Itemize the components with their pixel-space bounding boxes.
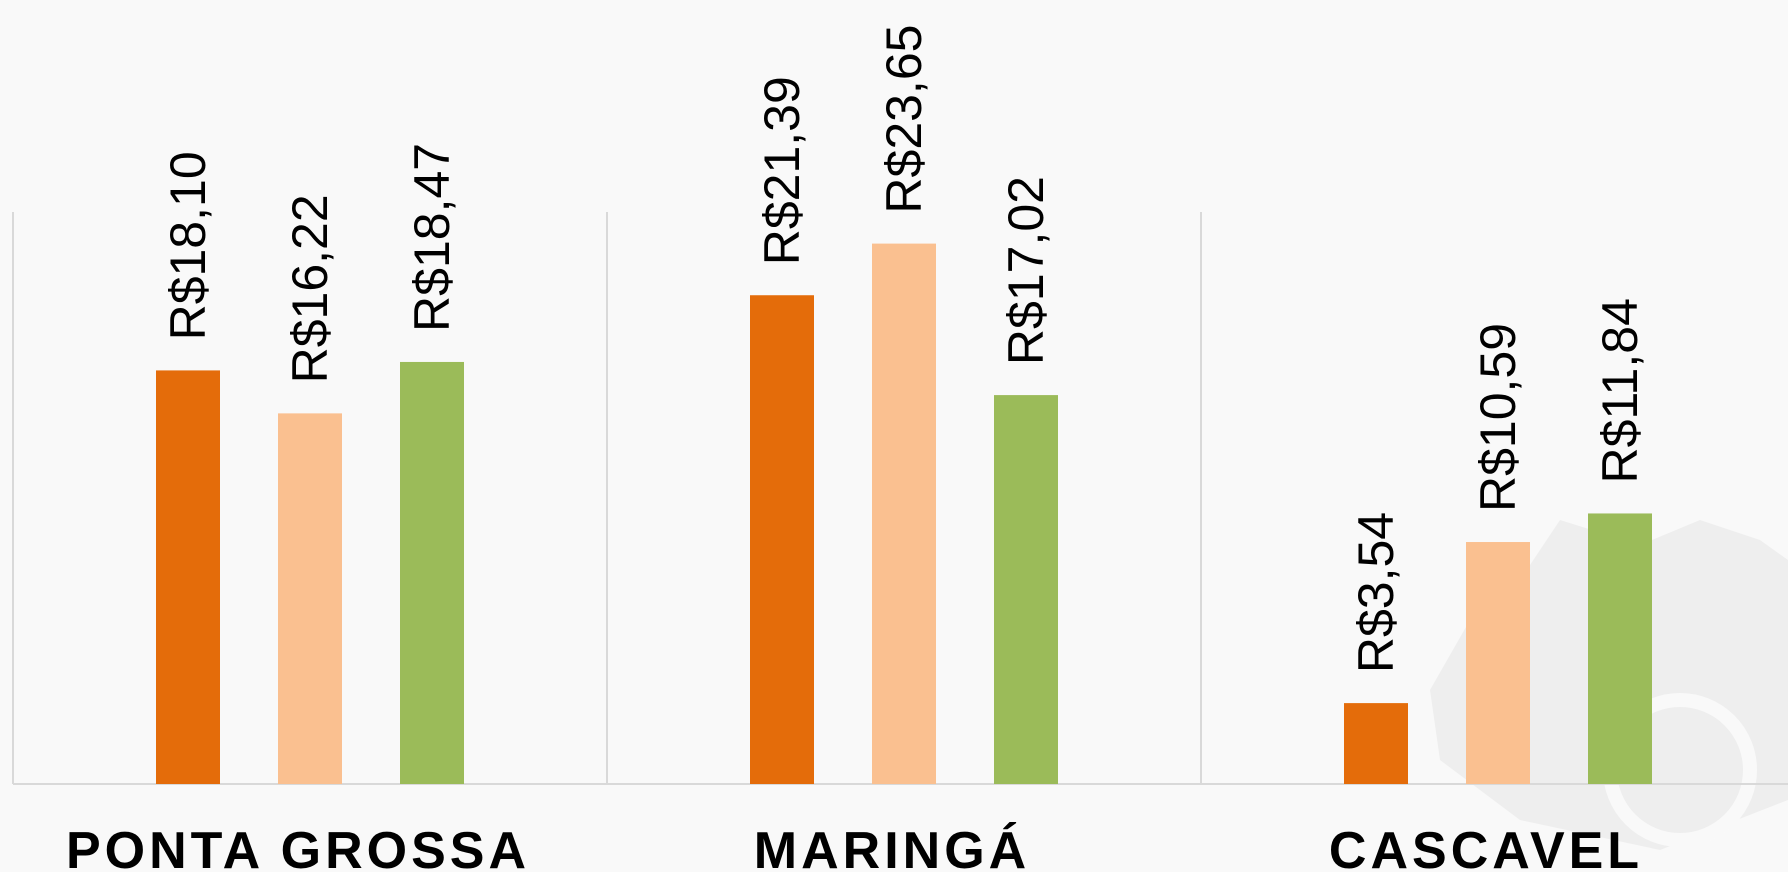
data-label: R$18,47 — [404, 143, 460, 332]
bar — [278, 413, 342, 784]
bar — [750, 295, 814, 784]
bar — [1588, 513, 1652, 784]
bar — [872, 243, 936, 784]
data-label: R$10,59 — [1470, 323, 1526, 512]
data-label: R$3,54 — [1348, 512, 1404, 673]
chart-labels: R$18,10 R$16,22 R$18,47 PONTA GROSSA R$21,39… — [66, 25, 1648, 872]
data-label: R$23,65 — [876, 25, 932, 214]
data-label: R$21,39 — [754, 76, 810, 265]
chart-bars — [156, 243, 1652, 784]
category-label: CASCAVEL — [1329, 822, 1643, 872]
bar — [400, 361, 464, 784]
category-label: MARINGÁ — [754, 822, 1030, 872]
data-label: R$11,84 — [1592, 298, 1648, 483]
data-label: R$17,02 — [998, 176, 1054, 365]
category-label: PONTA GROSSA — [66, 822, 530, 872]
bar — [1466, 542, 1530, 784]
data-label: R$16,22 — [282, 194, 338, 383]
bar — [1344, 703, 1408, 784]
data-label: R$18,10 — [160, 151, 216, 340]
bar — [994, 395, 1058, 784]
bar — [156, 370, 220, 784]
